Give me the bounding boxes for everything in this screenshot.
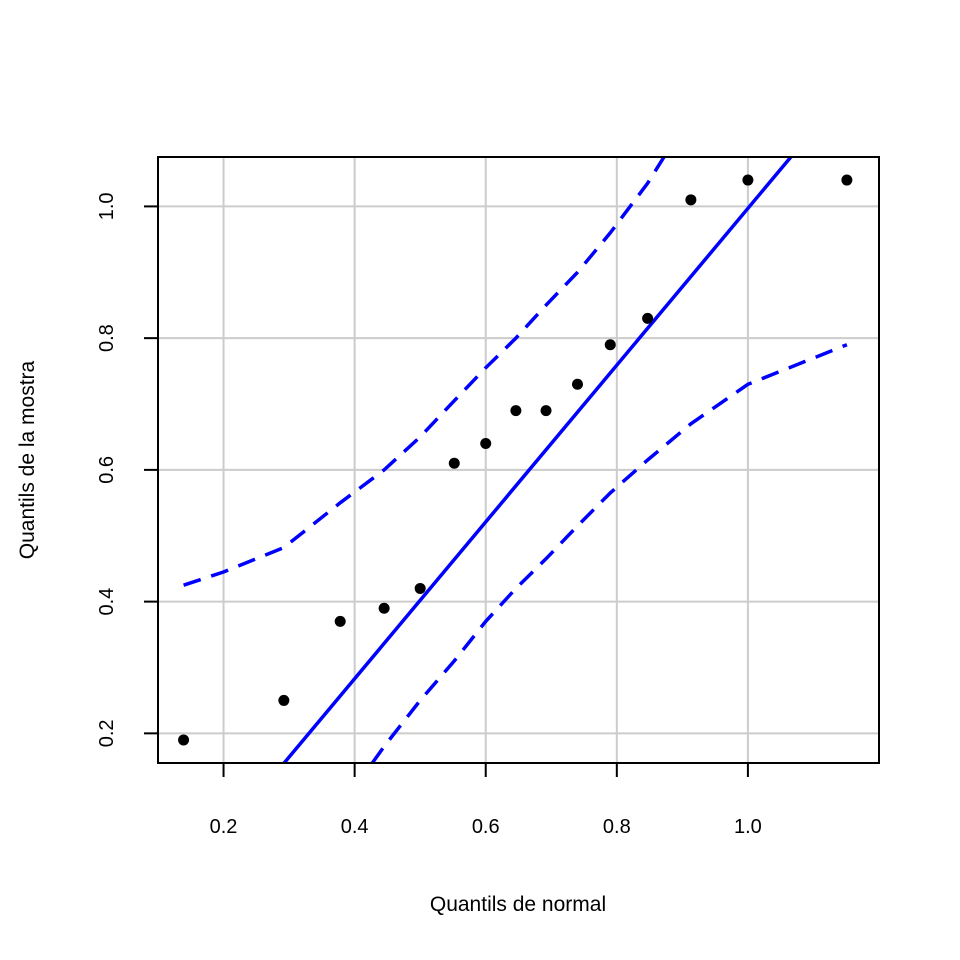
y-axis-label: Quantils de la mostra <box>16 360 39 559</box>
data-point <box>480 438 492 450</box>
lower-confidence-band <box>370 343 848 763</box>
y-tick-label: 0.8 <box>96 324 118 352</box>
grid <box>158 157 879 763</box>
plot-area <box>178 157 853 763</box>
x-tick-label: 1.0 <box>734 816 762 838</box>
x-tick-label: 0.8 <box>603 816 631 838</box>
data-point <box>571 378 583 390</box>
data-point <box>510 405 522 417</box>
x-axis-label: Quantils de normal <box>430 893 606 916</box>
reference-line <box>281 157 794 763</box>
data-point <box>334 615 346 627</box>
x-tick-label: 0.6 <box>472 816 500 838</box>
data-points <box>178 174 853 746</box>
x-tick-label: 0.2 <box>210 816 238 838</box>
data-point <box>448 457 460 469</box>
reference-line-group <box>281 157 794 763</box>
data-point <box>742 174 754 186</box>
x-tick-label: 0.4 <box>341 816 369 838</box>
data-point <box>685 194 697 206</box>
data-point <box>378 602 390 614</box>
x-axis: 0.2 0.4 0.6 0.8 1.0 <box>210 762 762 838</box>
y-tick-label: 0.2 <box>96 719 118 747</box>
y-axis: 0.2 0.4 0.6 0.8 1.0 <box>96 192 159 747</box>
data-point <box>414 582 426 594</box>
data-point <box>642 312 654 324</box>
y-tick-label: 0.4 <box>96 588 118 616</box>
data-point <box>540 405 552 417</box>
data-point <box>278 694 290 706</box>
data-point <box>604 339 616 351</box>
data-point <box>178 734 190 746</box>
y-tick-label: 1.0 <box>96 192 118 220</box>
confidence-envelopes <box>183 157 848 763</box>
data-point <box>841 174 853 186</box>
upper-confidence-band <box>183 157 666 587</box>
y-tick-label: 0.6 <box>96 456 118 484</box>
